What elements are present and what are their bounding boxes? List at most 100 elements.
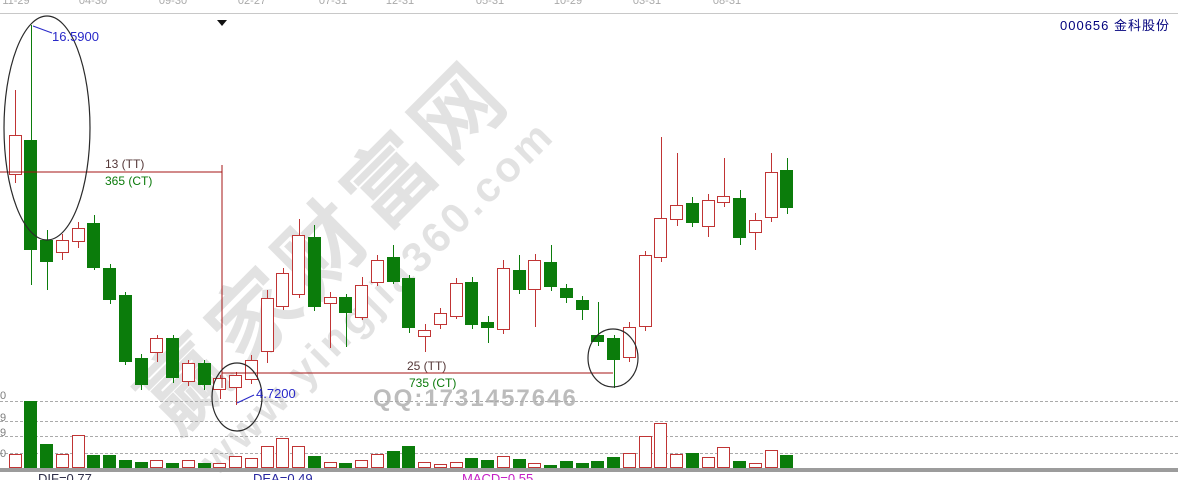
candle [198,363,211,385]
candle [654,218,667,258]
candle [591,335,604,342]
volume-bar [276,438,289,468]
watermark-diagonal: 赢家财富网 www.yingjia360.com [106,26,564,480]
date-label: 02-27 [237,0,267,7]
volume-bar [780,455,793,468]
volume-gridline [0,401,1178,402]
candle [213,378,226,390]
candle [40,240,53,262]
candle [450,283,463,317]
candle-wick [535,254,536,327]
volume-bar [654,423,667,468]
candle [544,262,557,287]
volume-bar [40,444,53,468]
bottom-axis-strip [0,468,1178,472]
candle [402,278,415,328]
candle [261,298,274,352]
volume-bar [702,457,715,468]
candle [135,358,148,385]
volume-axis-label: 0 [0,390,7,402]
candle [24,140,37,250]
volume-axis-label: 9 [0,412,7,424]
date-label: 10-29 [553,0,583,7]
candle [418,330,431,337]
candle-wick [488,316,489,343]
volume-axis-label: 9 [0,427,7,439]
candle-wick [677,153,678,226]
candle-wick [425,324,426,352]
candle [481,322,494,328]
candle [103,268,116,300]
volume-bar [339,463,352,468]
candle [276,273,289,307]
volume-bar [434,464,447,468]
candle [245,360,258,380]
marker-triangle-icon [217,20,227,26]
volume-bar [387,451,400,468]
candle [387,257,400,282]
volume-bar [418,462,431,468]
volume-bar [528,463,541,468]
volume-bar [544,465,557,468]
date-label: 09-30 [158,0,188,7]
candle [607,338,620,360]
candle [9,135,22,175]
candle [528,260,541,290]
candle [733,198,746,238]
candle [119,295,132,362]
candle [780,170,793,208]
volume-gridline [0,453,1178,454]
dea-value: DEA=0.49 [253,471,313,480]
volume-bar [355,460,368,468]
candle [670,205,683,220]
top-separator [0,13,1178,14]
candle-wick [598,302,599,346]
date-label: 03-31 [632,0,662,7]
volume-bar [717,447,730,468]
volume-bar [402,446,415,468]
volume-bar [450,462,463,468]
measure-top-period-label: 365 (CT) [105,174,153,188]
volume-bar [765,450,778,468]
candle [87,223,100,268]
volume-bar [560,461,573,468]
date-label: 12-31 [385,0,415,7]
high-pointer-line [32,25,53,34]
volume-gridline [0,421,1178,422]
candle-wick [724,158,725,207]
volume-bar [229,456,242,468]
candle [765,172,778,218]
volume-bar [308,456,321,468]
candle [560,288,573,298]
candle [513,270,526,290]
volume-bar [166,463,179,468]
candle-wick [661,137,662,262]
volume-bar [72,435,85,468]
date-label: 08-31 [712,0,742,7]
volume-bar [639,436,652,468]
stock-title: 000656 金科股份 [1060,18,1170,33]
volume-bar [576,463,589,468]
volume-bar [591,461,604,468]
candle [339,297,352,313]
volume-bar [733,461,746,468]
high-price-label: 16.5900 [52,29,99,44]
candle [434,313,447,325]
measure-bottom-count-label: 25 (TT) [407,359,447,373]
candle-wick [346,294,347,347]
candle [497,268,510,330]
candle [639,255,652,327]
candle [576,300,589,310]
macd-value: MACD=0.55 [462,471,534,480]
volume-bar [135,462,148,468]
candle [324,297,337,304]
volume-bar [182,460,195,468]
measure-bottom-period-label: 735 (CT) [409,376,457,390]
volume-bar [245,458,258,468]
volume-bar [261,446,274,468]
candle [686,203,699,223]
volume-bar [481,460,494,468]
candle [292,235,305,295]
date-label: 07-31 [318,0,348,7]
date-label: 04-30 [78,0,108,7]
